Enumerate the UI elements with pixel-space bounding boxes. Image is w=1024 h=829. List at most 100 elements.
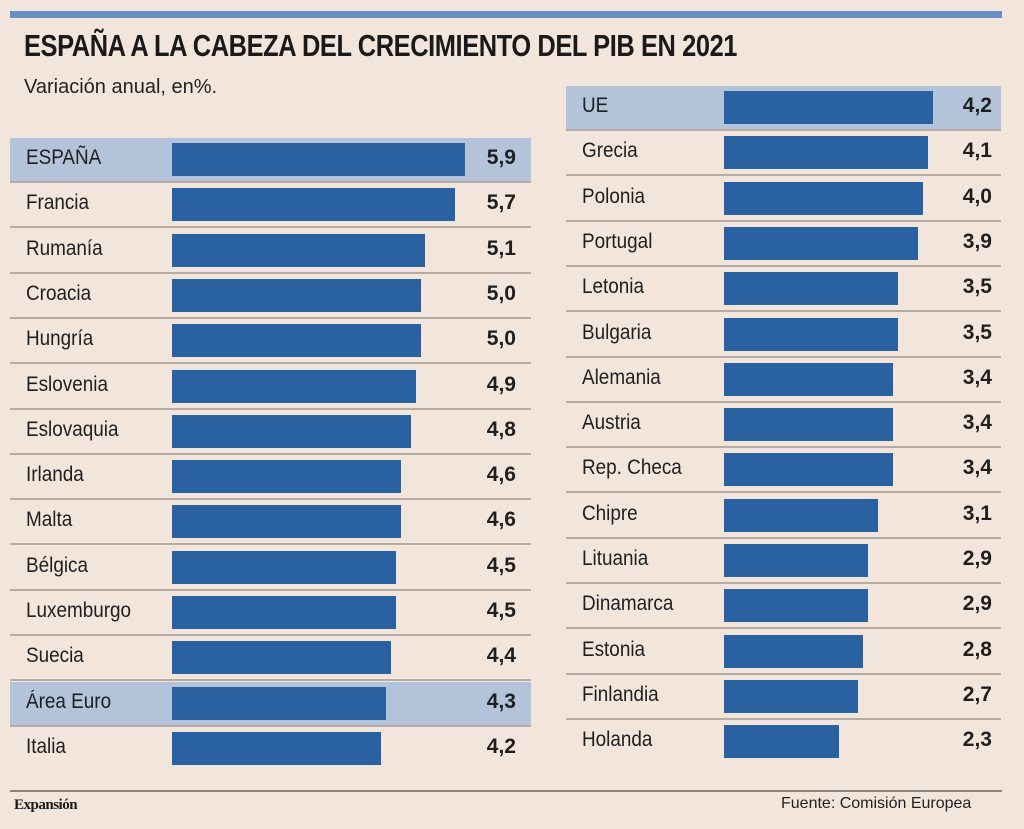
source-note: Fuente: Comisión Europea (781, 795, 972, 812)
category-label: Bélgica (26, 553, 89, 577)
bar (724, 453, 894, 487)
bar-row: Chipre 3,1 (566, 494, 1001, 539)
category-label: Lituania (582, 547, 649, 570)
value-label: 3,4 (962, 411, 992, 435)
category-label: UE (582, 94, 609, 117)
bar-row: Estonia 2,8 (566, 630, 1001, 675)
bar-row: Hungría 5,0 (10, 319, 531, 365)
bar (724, 136, 929, 170)
bar (172, 641, 391, 675)
bar-row: Italia 4,2 (10, 727, 531, 772)
category-label: Croacia (26, 281, 92, 305)
bar (172, 550, 396, 584)
bar-row: Irlanda 4,6 (10, 455, 531, 501)
bar-row: ESPAÑA 5,9 (10, 138, 531, 183)
bar (724, 272, 899, 306)
bar-row: Croacia 5,0 (10, 274, 531, 319)
bar (724, 317, 899, 351)
value-label: 4,3 (486, 689, 516, 713)
bar (172, 278, 421, 312)
bar (724, 544, 869, 577)
bar (724, 589, 869, 623)
category-label: Finlandia (582, 682, 659, 706)
value-label: 2,3 (962, 728, 992, 752)
category-label: Polonia (582, 184, 646, 208)
value-label: 5,7 (486, 191, 516, 215)
bar (172, 143, 466, 176)
value-label: 4,2 (962, 94, 992, 117)
bar-row: Eslovaquia 4,8 (10, 410, 531, 455)
bar-row: Bélgica 4,5 (10, 546, 531, 591)
value-label: 3,4 (962, 456, 992, 480)
category-label: Rep. Checa (582, 456, 682, 480)
value-label: 4,4 (486, 644, 516, 668)
category-label: Eslovaquia (26, 417, 119, 441)
category-label: Irlanda (26, 463, 84, 487)
value-label: 4,0 (962, 184, 992, 208)
bar-row: Eslovenia 4,9 (10, 365, 531, 410)
value-label: 3,5 (962, 275, 992, 299)
bar-row: Portugal 3,9 (566, 222, 1001, 267)
bar (724, 679, 859, 713)
category-label: Letonia (582, 275, 645, 299)
value-label: 4,5 (486, 599, 516, 622)
top-accent-rule (10, 11, 1002, 18)
value-label: 2,9 (962, 592, 992, 616)
value-label: 2,9 (962, 547, 992, 570)
value-label: 4,6 (486, 463, 516, 487)
bar-row: Polonia 4,0 (566, 177, 1001, 222)
category-label: Área Euro (26, 689, 112, 713)
bar (172, 596, 396, 629)
bar-row: UE 4,2 (566, 86, 1001, 131)
bottom-rule (10, 790, 1002, 792)
bar-row: Austria 3,4 (566, 403, 1001, 449)
category-label: Suecia (26, 644, 84, 668)
category-label: Eslovenia (26, 372, 108, 396)
value-label: 3,1 (962, 501, 992, 525)
value-label: 4,8 (486, 417, 516, 441)
category-label: Chipre (582, 501, 638, 525)
bar (172, 731, 381, 765)
value-label: 4,5 (486, 553, 516, 577)
category-label: Malta (26, 508, 73, 532)
category-label: ESPAÑA (26, 146, 102, 169)
bar (172, 460, 401, 494)
bar-row: Alemania 3,4 (566, 358, 1001, 403)
bar (724, 181, 924, 215)
category-label: Portugal (582, 229, 653, 253)
bar-row: Finlandia 2,7 (566, 675, 1001, 720)
bar (724, 408, 894, 442)
bar (724, 725, 839, 759)
chart-subtitle: Variación anual, en%. (24, 76, 218, 98)
value-label: 4,1 (962, 139, 992, 163)
value-label: 5,1 (486, 236, 516, 260)
bar (172, 188, 456, 222)
bar-row: Dinamarca 2,9 (566, 584, 1001, 630)
category-label: Estonia (582, 637, 646, 661)
bar (172, 324, 421, 358)
value-label: 4,2 (486, 734, 516, 758)
bar (724, 498, 879, 532)
value-label: 5,0 (486, 281, 516, 305)
category-label: Francia (26, 191, 90, 215)
category-label: Dinamarca (582, 592, 674, 616)
brand-logo: Expansión (14, 797, 78, 813)
category-label: Rumanía (26, 236, 103, 260)
bar-row: Luxemburgo 4,5 (10, 591, 531, 636)
category-label: Bulgaria (582, 320, 652, 344)
bar-row: Rep. Checa 3,4 (566, 448, 1001, 494)
bar-row: Área Euro 4,3 (10, 681, 531, 727)
chart-title: ESPAÑA A LA CABEZA DEL CRECIMIENTO DEL P… (24, 28, 738, 63)
bar (724, 226, 919, 260)
value-label: 2,8 (962, 637, 992, 661)
bar (724, 634, 864, 668)
bar (172, 369, 416, 403)
value-label: 5,0 (486, 327, 516, 351)
bar (724, 362, 894, 396)
bar-row: Francia 5,7 (10, 183, 531, 229)
bar (724, 91, 934, 124)
bar-row: Malta 4,6 (10, 500, 531, 546)
bar-row: Rumanía 5,1 (10, 229, 531, 274)
bar (172, 505, 401, 539)
category-label: Alemania (582, 365, 661, 389)
